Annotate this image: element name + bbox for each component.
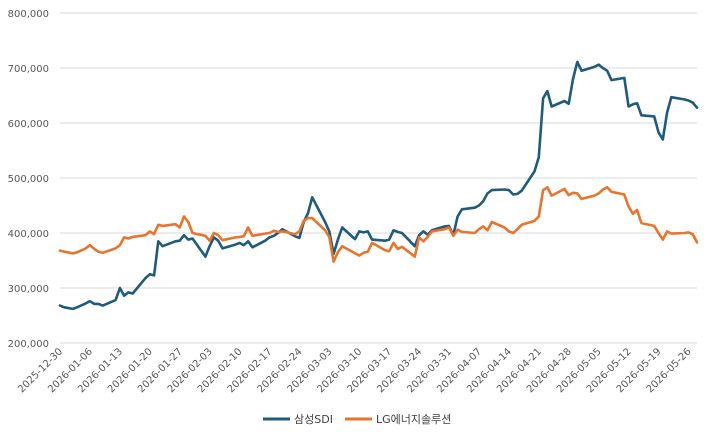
y-tick-label: 300,000 bbox=[8, 284, 49, 295]
y-tick-label: 800,000 bbox=[8, 9, 49, 20]
y-tick-label: 700,000 bbox=[8, 64, 49, 75]
legend-label-lg-energy-solution: LG에너지솔루션 bbox=[376, 413, 451, 426]
x-axis-ticks: 2025-12-302026-01-062026-01-132026-01-20… bbox=[16, 346, 693, 395]
grid-lines bbox=[60, 12, 697, 344]
y-tick-label: 400,000 bbox=[8, 229, 49, 240]
series-line-lg-energy-solution bbox=[58, 186, 699, 263]
legend-label-samsung-sdi: 삼성SDI bbox=[294, 413, 333, 426]
series-line-samsung-sdi bbox=[58, 60, 699, 311]
legend: 삼성SDI LG에너지솔루션 bbox=[263, 413, 451, 426]
y-tick-label: 500,000 bbox=[8, 174, 49, 185]
y-axis-ticks: 200,000 300,000 400,000 500,000 600,000 700,0… bbox=[8, 9, 49, 350]
y-tick-label: 200,000 bbox=[8, 339, 49, 350]
series-lines bbox=[58, 60, 699, 311]
y-tick-label: 600,000 bbox=[8, 119, 49, 130]
